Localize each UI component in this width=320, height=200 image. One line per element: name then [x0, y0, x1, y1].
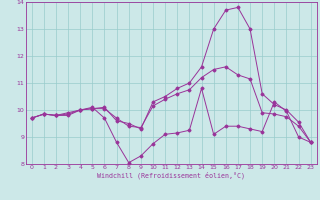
X-axis label: Windchill (Refroidissement éolien,°C): Windchill (Refroidissement éolien,°C): [97, 172, 245, 179]
